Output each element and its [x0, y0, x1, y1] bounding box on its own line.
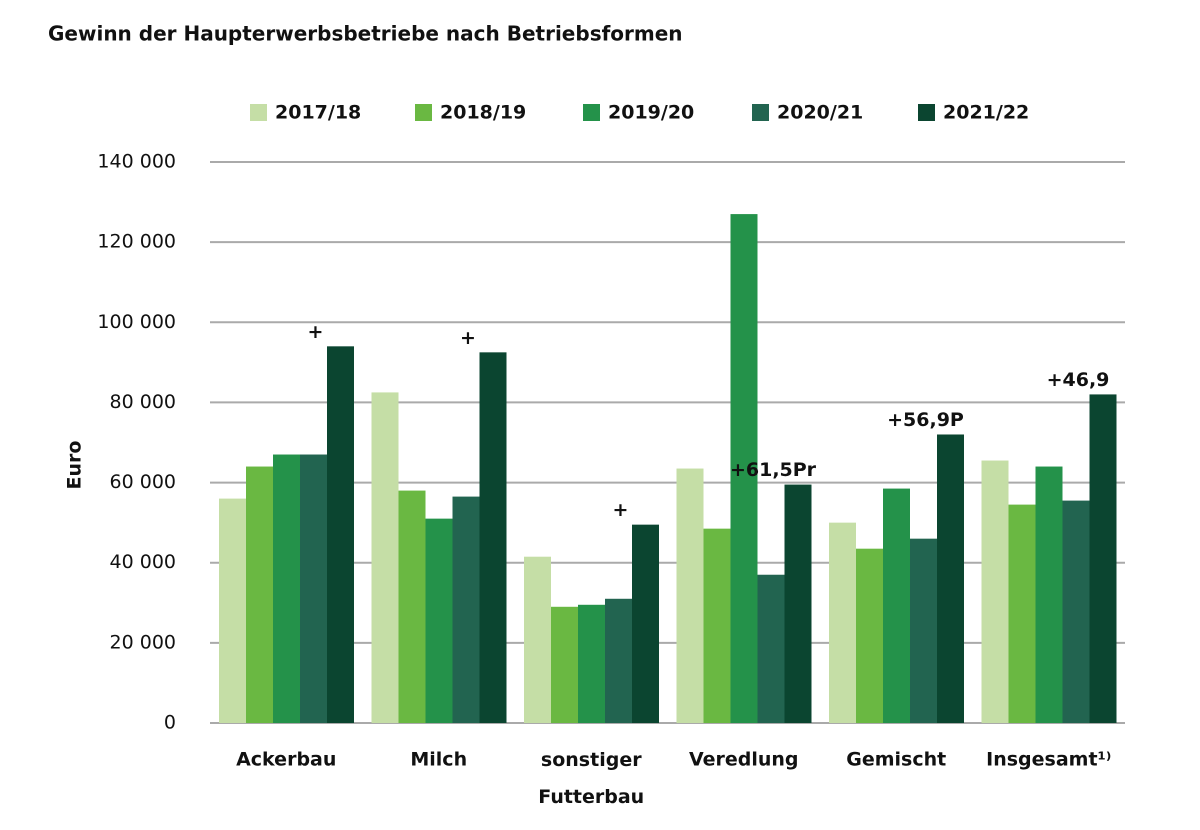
chart-title: Gewinn der Haupterwerbsbetriebe nach Bet… — [48, 22, 683, 46]
bar — [784, 484, 812, 723]
y-axis-label: Euro — [64, 441, 86, 490]
y-tick-label: 0 — [164, 712, 176, 734]
y-tick-label: 140 000 — [97, 151, 176, 173]
legend-label: 2021/22 — [943, 102, 1029, 124]
bar — [883, 488, 910, 723]
bar — [398, 490, 426, 723]
bar — [452, 496, 480, 723]
bar — [757, 574, 785, 723]
bar — [246, 466, 273, 723]
bar — [910, 538, 937, 723]
x-tick-label: Milch — [410, 749, 467, 771]
bar — [273, 454, 300, 723]
bar — [981, 460, 1009, 723]
bar — [703, 528, 731, 723]
x-tick-label: Gemischt — [846, 749, 946, 771]
legend-label: 2017/18 — [275, 102, 361, 124]
legend-swatch — [415, 104, 432, 121]
bar — [1089, 394, 1117, 723]
bar — [632, 524, 659, 723]
bar — [371, 392, 399, 723]
annotation: +61,5Pr — [730, 459, 817, 481]
x-tick-label: sonstiger Futterbau — [538, 749, 644, 808]
bar — [327, 346, 354, 723]
bar — [1008, 504, 1036, 723]
legend-label: 2019/20 — [608, 102, 694, 124]
bar — [605, 598, 632, 723]
bar — [829, 522, 856, 723]
bar — [524, 556, 551, 723]
annotation: + — [308, 321, 324, 343]
bar — [856, 548, 883, 723]
bar — [300, 454, 327, 723]
y-tick-label: 20 000 — [110, 631, 176, 653]
bar — [578, 604, 605, 723]
legend-label: 2018/19 — [440, 102, 526, 124]
y-tick-label: 60 000 — [110, 471, 176, 493]
bar — [937, 434, 964, 723]
x-tick-label: Ackerbau — [236, 749, 336, 771]
bar — [479, 352, 507, 723]
legend-swatch — [918, 104, 935, 121]
legend-label: 2020/21 — [777, 102, 863, 124]
legend-swatch — [752, 104, 769, 121]
bar — [219, 498, 246, 723]
x-tick-label: Insgesamt¹⁾ — [986, 749, 1111, 771]
bar — [1035, 466, 1063, 723]
annotation: +56,9P — [887, 409, 964, 431]
y-tick-label: 40 000 — [110, 551, 176, 573]
annotation: + — [460, 327, 476, 349]
x-tick-label: Veredlung — [689, 749, 799, 771]
bar — [425, 518, 453, 723]
bar — [1062, 500, 1090, 723]
y-tick-label: 80 000 — [110, 391, 176, 413]
y-tick-label: 120 000 — [97, 231, 176, 253]
annotation: + — [613, 499, 629, 521]
bar — [676, 468, 704, 723]
annotation: +46,9 — [1047, 369, 1110, 391]
bar — [551, 606, 578, 723]
legend-swatch — [250, 104, 267, 121]
y-tick-label: 100 000 — [97, 311, 176, 333]
bar — [730, 214, 758, 724]
legend-swatch — [583, 104, 600, 121]
